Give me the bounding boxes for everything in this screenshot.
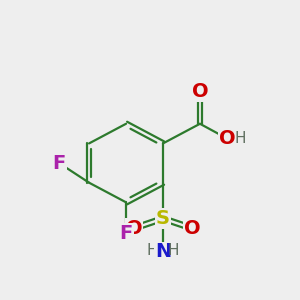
Text: F: F [52,154,66,172]
Text: H: H [147,243,158,258]
Text: O: O [184,219,200,238]
Text: H: H [168,243,179,258]
Text: O: O [192,82,208,101]
Text: O: O [219,129,236,148]
Text: S: S [156,209,170,228]
Text: N: N [155,242,171,262]
Text: F: F [119,224,133,243]
Text: O: O [126,219,142,238]
Text: H: H [235,131,246,146]
